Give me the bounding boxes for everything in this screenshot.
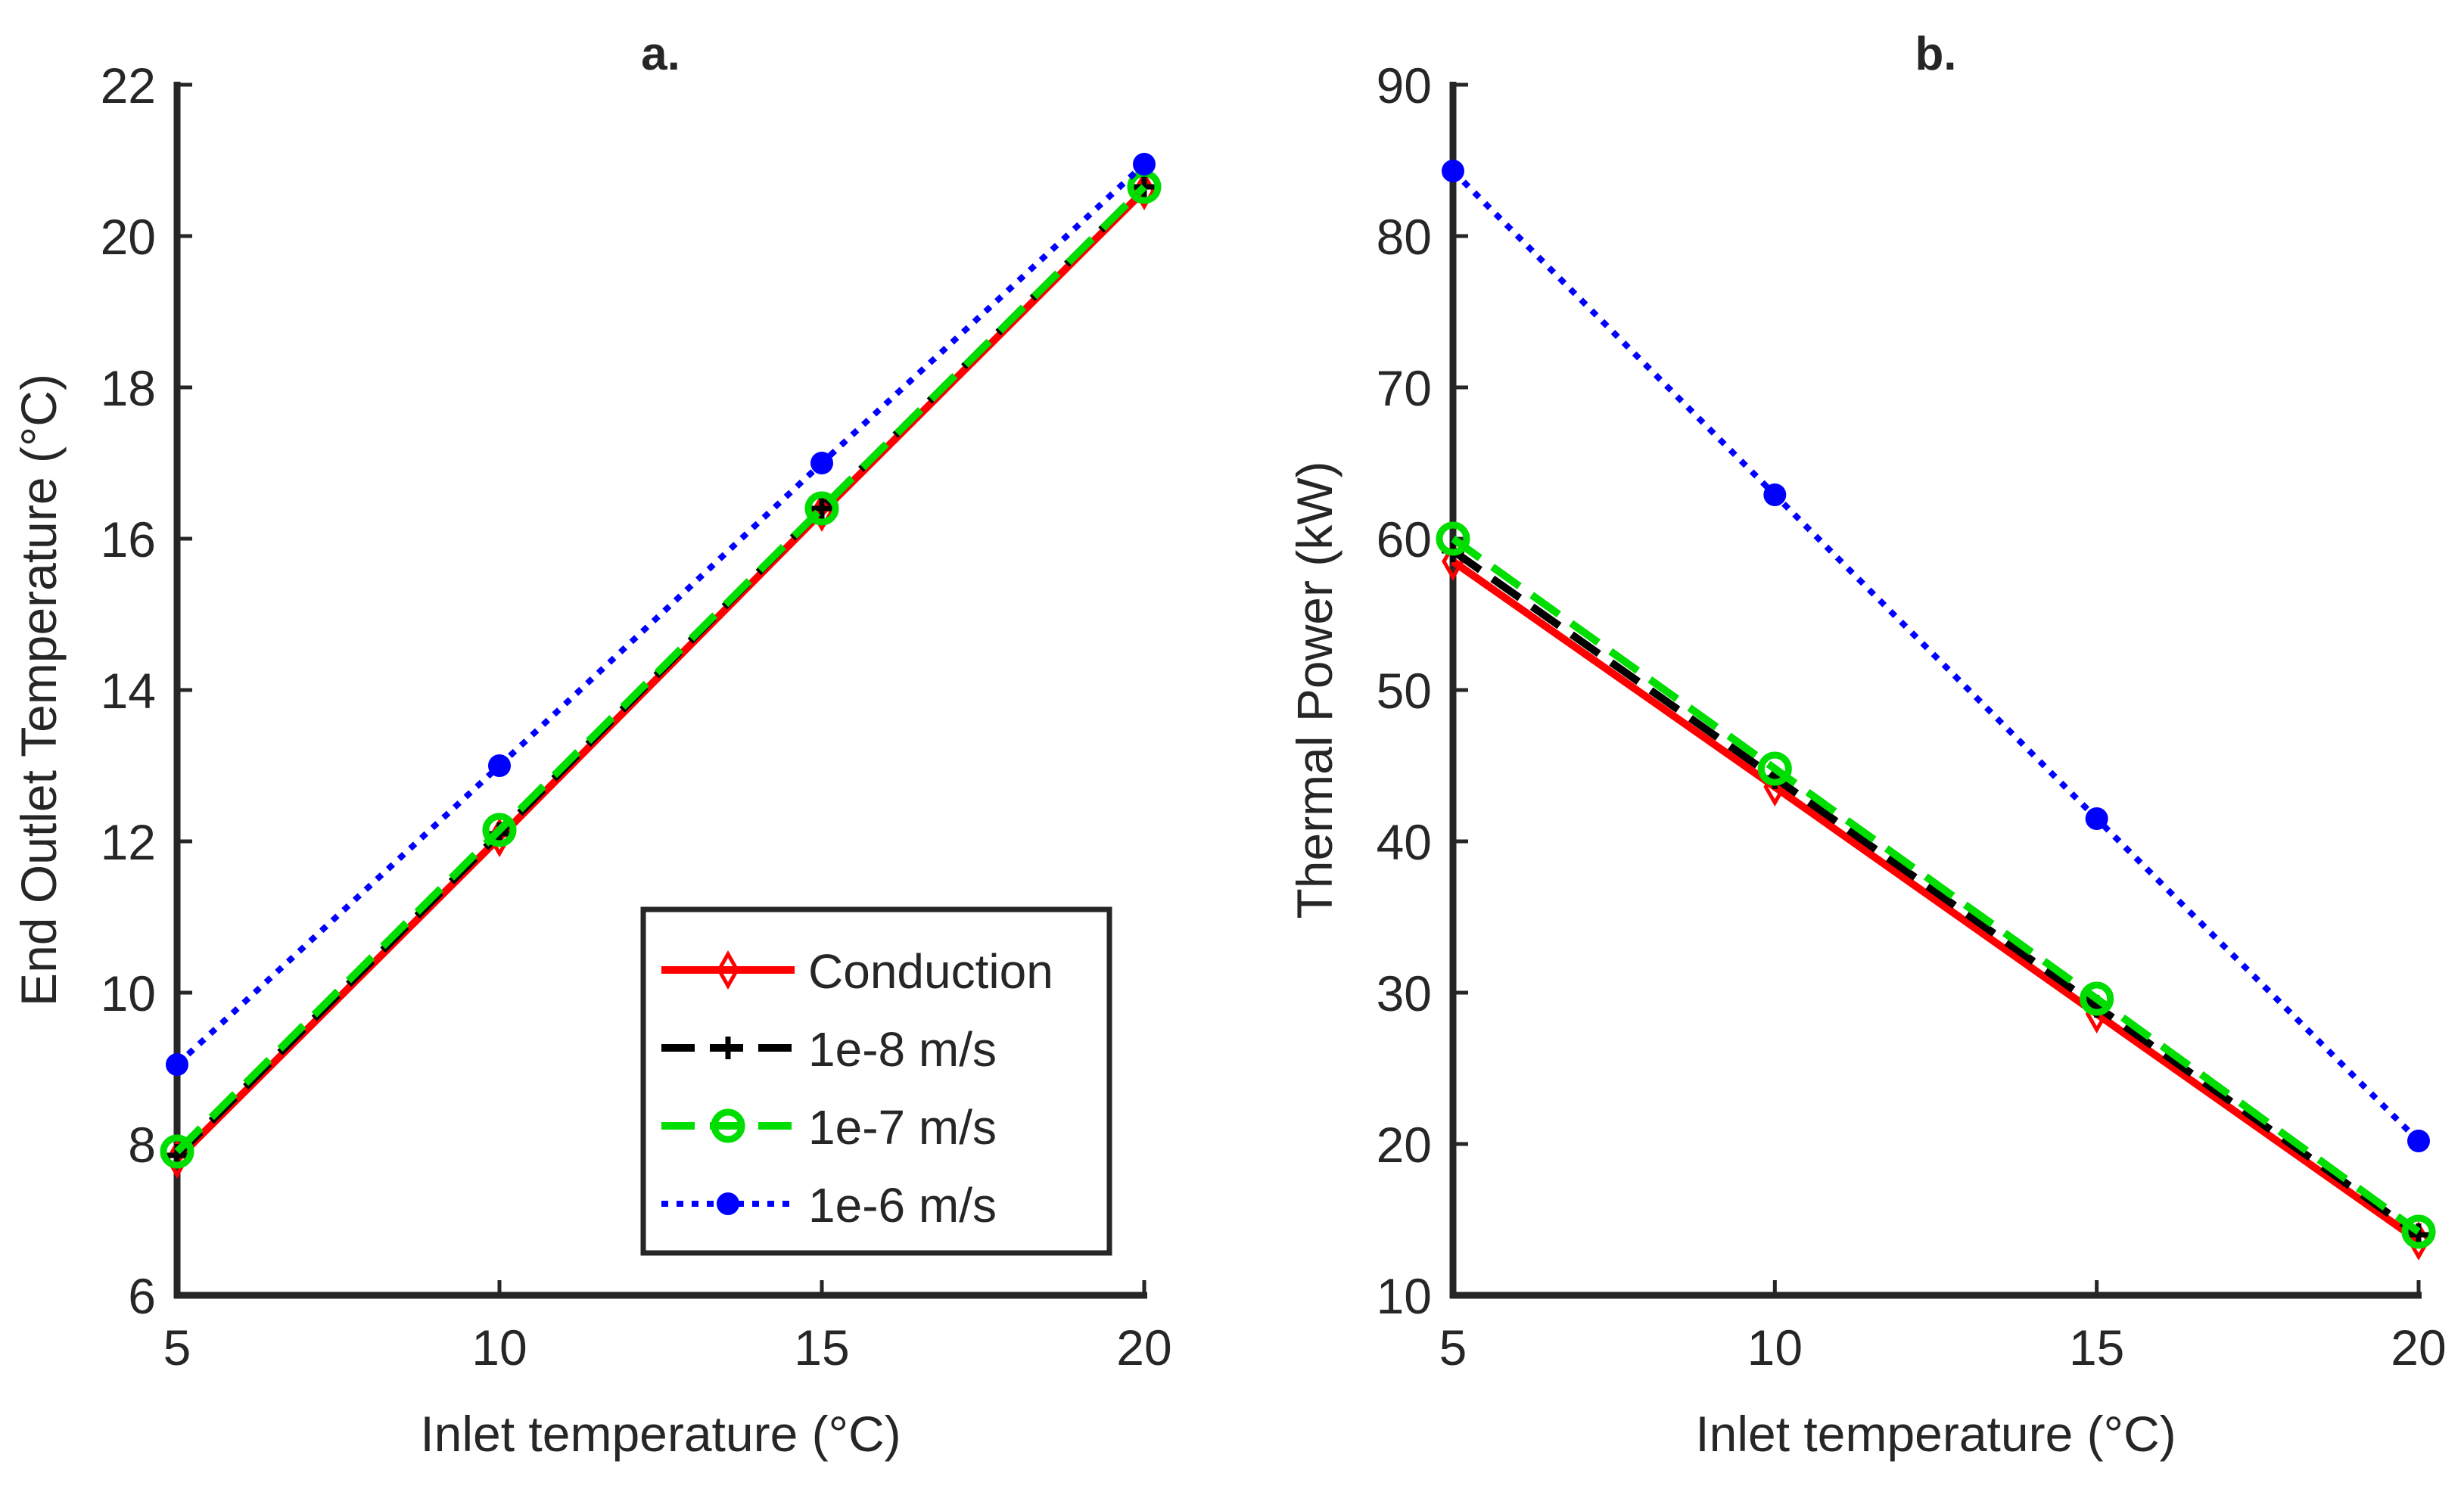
legend-label: Conduction — [808, 944, 1053, 999]
series-1e-6-m-s — [1442, 160, 2430, 1152]
legend-label: 1e-7 m/s — [808, 1100, 997, 1155]
chart-title: b. — [1915, 28, 1956, 80]
legend-label: 1e-6 m/s — [808, 1178, 997, 1233]
x-tick-label: 20 — [2391, 1320, 2446, 1376]
y-tick-label: 90 — [1377, 58, 1432, 113]
data-point — [804, 491, 839, 526]
legend-entry: Conduction — [661, 944, 1053, 999]
data-point — [2080, 981, 2114, 1016]
series-line — [174, 184, 1147, 1155]
y-tick-label: 6 — [128, 1268, 156, 1324]
series-1e-7-m-s — [1436, 521, 2436, 1249]
y-tick-label: 10 — [1377, 1268, 1432, 1324]
data-point — [1436, 521, 1470, 556]
data-point — [1442, 160, 1464, 182]
x-tick-label: 15 — [2069, 1320, 2124, 1376]
data-point — [488, 754, 511, 777]
series-line — [1451, 169, 2421, 1143]
data-point — [1763, 483, 1787, 506]
y-axis-label: End Outlet Temperature (°C) — [11, 374, 67, 1006]
legend-entry: 1e-7 m/s — [661, 1100, 997, 1155]
data-point — [1757, 751, 1792, 786]
chart-title: a. — [641, 28, 680, 80]
y-tick-label: 22 — [101, 58, 156, 113]
y-tick-label: 40 — [1377, 814, 1432, 870]
series-line — [1451, 547, 2421, 1239]
y-tick-label: 30 — [1377, 965, 1432, 1021]
x-tick-label: 5 — [1439, 1320, 1467, 1376]
x-tick-label: 10 — [471, 1320, 527, 1376]
series-1e-6-m-s — [166, 153, 1156, 1076]
x-tick-label: 20 — [1116, 1320, 1171, 1376]
y-tick-label: 12 — [101, 814, 156, 870]
data-point — [2407, 1130, 2430, 1152]
y-tick-label: 10 — [101, 965, 156, 1021]
y-tick-label: 50 — [1377, 663, 1432, 719]
data-point — [482, 813, 517, 847]
data-point — [810, 497, 833, 520]
y-tick-label: 70 — [1377, 360, 1432, 416]
legend-marker — [717, 1037, 739, 1059]
series-line — [1451, 558, 2421, 1245]
data-point — [1133, 153, 1156, 176]
y-tick-label: 8 — [128, 1117, 156, 1173]
y-tick-label: 60 — [1377, 511, 1432, 567]
data-point — [166, 1053, 188, 1076]
y-tick-label: 16 — [101, 511, 156, 567]
legend: Conduction 1e-8 m/s 1e-7 m/s 1e-6 m/s — [640, 906, 1112, 1256]
legend-entry: 1e-6 m/s — [661, 1178, 997, 1233]
legend-entry: 1e-8 m/s — [661, 1022, 997, 1077]
y-axis-label: Thermal Power (kW) — [1286, 461, 1342, 919]
legend-marker — [717, 1192, 739, 1215]
y-tick-label: 80 — [1377, 209, 1432, 265]
y-tick-label: 20 — [101, 209, 156, 265]
x-tick-label: 15 — [794, 1320, 849, 1376]
series-line — [1451, 535, 2421, 1236]
x-axis-label: Inlet temperature (°C) — [420, 1406, 901, 1462]
x-tick-label: 5 — [163, 1320, 191, 1376]
legend-marker — [717, 950, 739, 990]
y-tick-label: 18 — [101, 360, 156, 416]
data-point — [810, 452, 833, 474]
legend-label: 1e-8 m/s — [808, 1022, 997, 1077]
x-axis-label: Inlet temperature (°C) — [1695, 1406, 2176, 1462]
legend-marker — [711, 1108, 745, 1143]
x-tick-label: 10 — [1747, 1320, 1803, 1376]
data-point — [2401, 1214, 2436, 1249]
y-tick-label: 14 — [101, 663, 156, 719]
data-point — [160, 1134, 194, 1169]
data-point — [2085, 807, 2108, 830]
y-tick-label: 20 — [1377, 1117, 1432, 1173]
plot-a: 5 10 15 20 6 8 10 12 14 16 18 20 22 a. Inlet temperatu… — [11, 28, 1172, 1462]
